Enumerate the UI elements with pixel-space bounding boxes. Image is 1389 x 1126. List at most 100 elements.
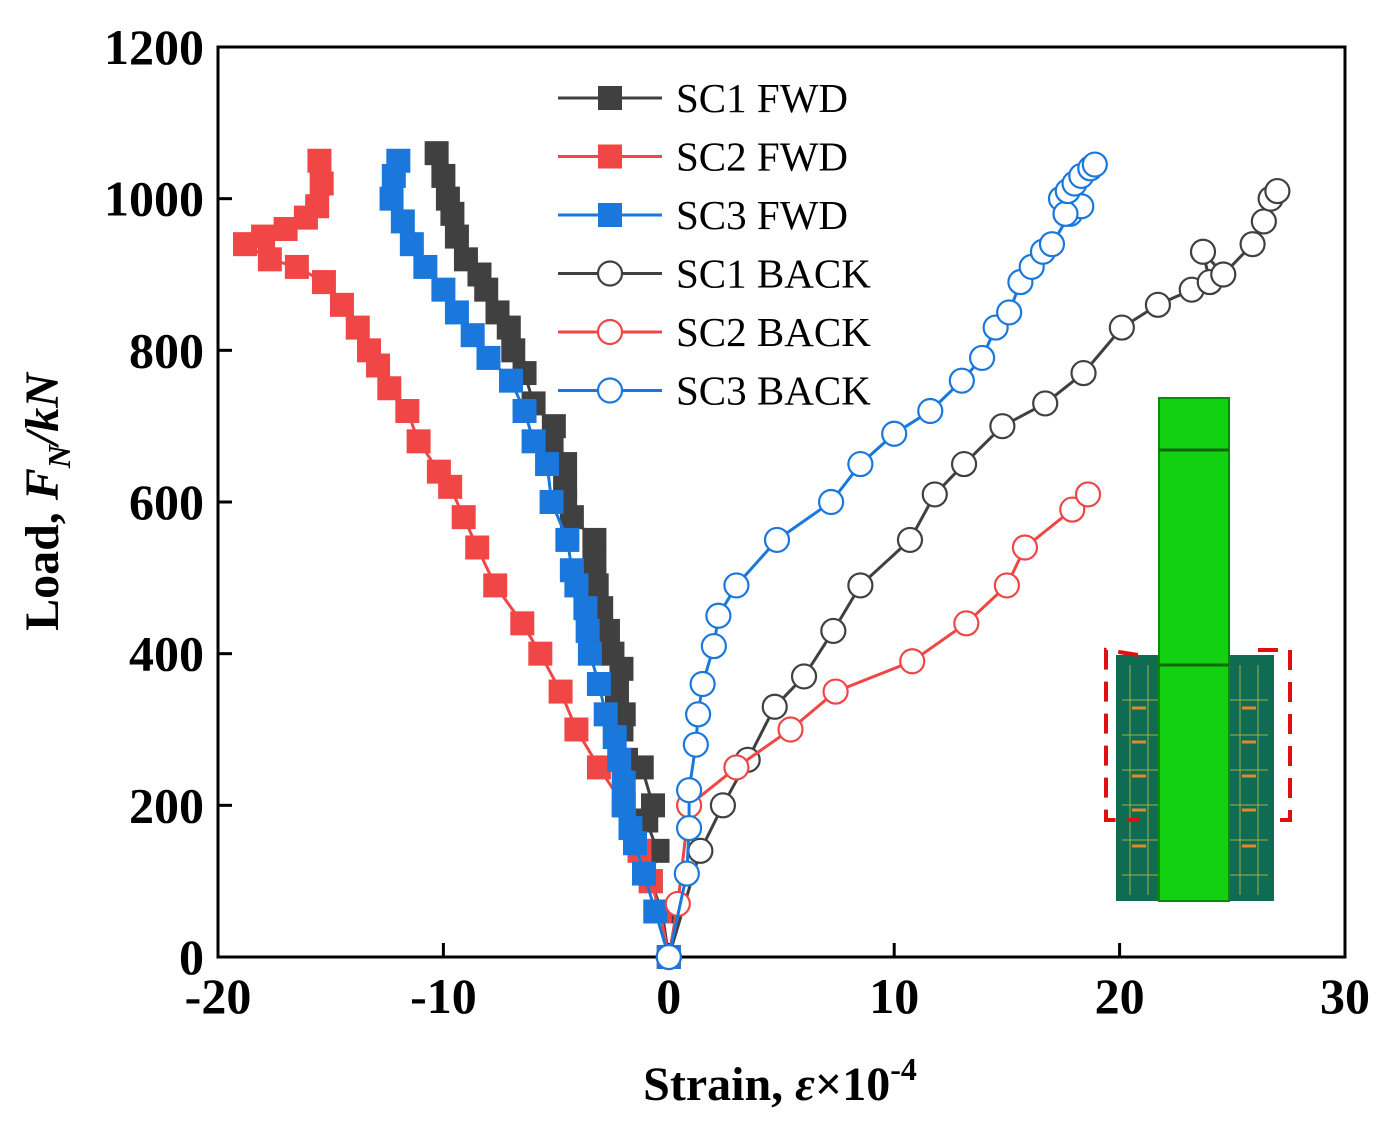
data-point (687, 837, 714, 864)
legend-label: SC2 FWD (676, 134, 848, 180)
x-axis: -20 -10 0 10 20 30 (185, 943, 1370, 1024)
data-point (329, 292, 354, 317)
series-sc3-back (655, 151, 1108, 971)
data-point (521, 429, 546, 454)
data-point (379, 186, 404, 211)
series-layer (233, 141, 1291, 971)
data-point (431, 277, 456, 302)
data-point (777, 716, 804, 743)
y-tick-label: 200 (129, 777, 204, 833)
data-point (413, 254, 438, 279)
data-point (305, 194, 330, 219)
legend: SC1 FWD SC2 FWD SC3 FWD SC1 BACK SC2 BACK SC3… (558, 75, 871, 414)
data-point (1108, 314, 1135, 341)
data-point (501, 338, 526, 363)
data-point (564, 717, 589, 742)
data-point (357, 338, 382, 363)
data-point (1052, 200, 1079, 227)
data-point (406, 429, 431, 454)
data-point (485, 300, 510, 325)
x-axis-title: Strain, ε×10-4 (643, 1051, 917, 1111)
data-point (559, 558, 584, 583)
data-point (395, 399, 420, 423)
data-point (548, 679, 573, 704)
legend-marker (596, 318, 624, 346)
series-sc3-fwd (379, 148, 681, 969)
data-point (790, 663, 818, 690)
y-tick-label: 1200 (104, 19, 204, 75)
data-point (582, 527, 607, 552)
data-point (820, 617, 847, 645)
x-tick-label: 30 (1320, 968, 1370, 1024)
data-point (989, 413, 1016, 440)
x-tick-label: -20 (185, 968, 252, 1024)
data-point (1239, 231, 1266, 258)
data-point (847, 572, 874, 599)
data-point (896, 526, 924, 554)
data-point (575, 618, 600, 643)
data-point (377, 376, 402, 401)
data-point (641, 793, 666, 818)
data-point (632, 861, 657, 886)
data-point (1011, 534, 1039, 561)
x-tick-label: -10 (410, 968, 477, 1024)
legend-item: SC2 BACK (558, 309, 871, 355)
data-point (595, 618, 620, 643)
data-point (251, 224, 276, 249)
data-point (996, 299, 1023, 326)
data-point (386, 148, 411, 173)
legend-item: SC3 BACK (558, 368, 871, 414)
x-tick-label: 20 (1095, 968, 1145, 1024)
data-point (499, 368, 524, 393)
data-point (1144, 291, 1172, 318)
legend-label: SC1 BACK (676, 251, 871, 297)
data-point (273, 217, 298, 241)
legend-marker (598, 203, 622, 227)
data-point (948, 367, 975, 394)
data-point (1074, 481, 1102, 508)
data-point (453, 247, 478, 272)
data-point (675, 777, 703, 804)
y-tick-label: 1000 (104, 171, 204, 227)
data-point (685, 701, 712, 728)
legend-item: SC1 BACK (558, 251, 871, 297)
data-point (723, 754, 750, 781)
data-point (512, 399, 537, 423)
data-point (1210, 261, 1237, 288)
legend-label: SC3 FWD (676, 192, 848, 238)
data-point (311, 270, 336, 295)
data-point (426, 459, 451, 484)
data-point (761, 693, 788, 720)
data-point (1189, 238, 1217, 265)
legend-item: SC2 FWD (558, 134, 848, 180)
specimen-inset-image (1104, 397, 1292, 902)
y-tick-label: 0 (179, 929, 204, 985)
legend-label: SC2 BACK (676, 309, 871, 355)
data-point (602, 725, 627, 750)
legend-marker (596, 260, 624, 287)
legend-marker (596, 377, 624, 404)
legend-item: SC3 FWD (558, 192, 848, 238)
data-point (257, 247, 282, 272)
data-point (673, 860, 700, 887)
data-point (582, 550, 607, 575)
data-point (555, 527, 580, 552)
x-tick-label: 0 (656, 968, 681, 1024)
data-point (465, 535, 490, 560)
data-point (705, 602, 732, 629)
data-point (1264, 177, 1291, 205)
data-point (390, 209, 415, 234)
data-point (953, 610, 980, 637)
data-point (435, 186, 460, 211)
data-point (682, 731, 709, 758)
data-point (643, 899, 668, 924)
data-point (284, 254, 309, 279)
data-point (611, 793, 636, 818)
data-point (881, 420, 908, 447)
data-point (573, 596, 598, 621)
data-point (593, 702, 618, 727)
data-point (309, 171, 334, 196)
data-point (921, 481, 948, 508)
y-tick-label: 400 (129, 626, 204, 682)
data-point (444, 224, 469, 249)
